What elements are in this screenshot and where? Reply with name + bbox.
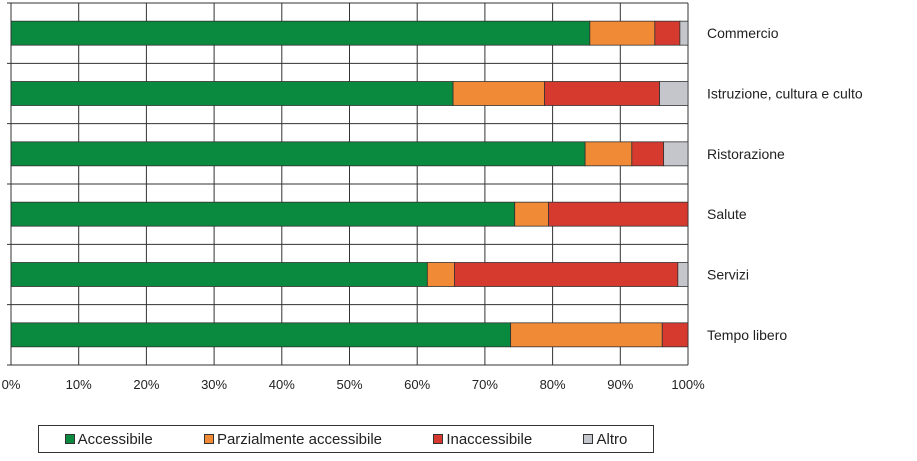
category-label: Commercio <box>707 25 779 41</box>
legend-label: Altro <box>596 430 628 448</box>
legend-label: Inaccessibile <box>446 430 533 448</box>
bar-segment <box>584 141 633 167</box>
x-tick-labels: 0% 10% 20% 30% 40% 50% 60% 70% 80% 90% 100% <box>2 377 705 392</box>
x-tick-label: 10% <box>66 377 92 392</box>
legend-label: Accessibile <box>77 430 153 448</box>
legend-item: Inaccessibile <box>433 431 532 448</box>
bar-segment <box>679 20 689 46</box>
x-tick-label: 20% <box>133 377 159 392</box>
legend-swatch <box>64 434 75 444</box>
category-label: Salute <box>707 206 747 222</box>
legend-item: Accessibile <box>64 430 153 448</box>
bar-segment <box>10 141 586 167</box>
legend-swatch <box>433 434 444 444</box>
bar-segment <box>426 262 455 287</box>
gridlines <box>7 2 689 366</box>
bar-segment <box>544 81 660 106</box>
category-label: Ristorazione <box>707 146 785 162</box>
legend-label: Parzialmente accessibile <box>216 430 383 448</box>
x-tick-label: 30% <box>201 377 227 392</box>
stacked-bar-chart: 0% 10% 20% 30% 40% 50% 60% 70% 80% 90% 100% Commer… <box>2 2 863 392</box>
category-label: Servizi <box>707 267 749 283</box>
x-tick-label: 80% <box>540 377 566 392</box>
bar-segment <box>454 262 679 287</box>
bar-segment <box>677 262 689 287</box>
bar-segment <box>452 81 545 106</box>
bar-segment <box>10 20 591 46</box>
legend-item: Altro <box>583 431 627 448</box>
legend: Accessibile Parzialmente accessibile Inacc… <box>38 425 654 453</box>
x-tick-label: 0% <box>2 377 21 392</box>
legend-item: Parzialmente accessibile <box>203 430 383 448</box>
x-tick-label: 60% <box>404 377 430 392</box>
bar-segment <box>659 81 689 106</box>
category-labels: Commercio Istruzione, cultura e culto Rist… <box>707 25 863 343</box>
bar-segment <box>514 201 549 227</box>
bar-segment <box>10 262 428 287</box>
legend-swatch <box>583 434 594 444</box>
bar-segment <box>548 201 689 227</box>
bar-segment <box>10 322 512 348</box>
bar-segment <box>589 20 656 46</box>
category-label: Istruzione, cultura e culto <box>707 86 863 102</box>
bar-segment <box>654 20 681 46</box>
bars <box>10 20 689 348</box>
bar-segment <box>631 141 665 167</box>
x-tick-label: 40% <box>269 377 295 392</box>
x-tick-label: 100% <box>671 377 705 392</box>
x-tick-label: 70% <box>472 377 498 392</box>
x-tick-label: 50% <box>336 377 362 392</box>
x-tick-label: 90% <box>607 377 633 392</box>
category-label: Tempo libero <box>707 327 787 343</box>
bar-segment <box>663 141 689 167</box>
bar-segment <box>661 322 689 348</box>
bar-segment <box>510 322 663 348</box>
legend-swatch <box>203 434 214 444</box>
bar-segment <box>10 81 454 106</box>
bar-segment <box>10 201 516 227</box>
axes <box>10 3 688 366</box>
